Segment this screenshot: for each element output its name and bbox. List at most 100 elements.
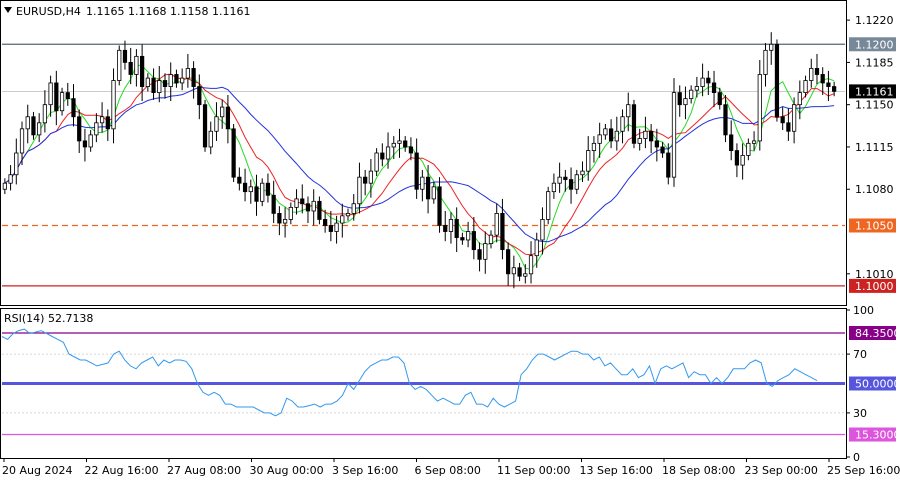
candle[interactable]	[59, 87, 65, 116]
candle[interactable]	[826, 70, 831, 102]
candle[interactable]	[202, 99, 208, 152]
candle[interactable]	[746, 138, 751, 161]
candle[interactable]	[248, 179, 253, 204]
candle[interactable]	[700, 63, 705, 97]
candle[interactable]	[220, 99, 225, 129]
candle[interactable]	[242, 168, 248, 202]
candle[interactable]	[300, 184, 305, 214]
candle[interactable]	[780, 107, 785, 131]
candle[interactable]	[134, 49, 139, 87]
candle[interactable]	[25, 104, 30, 144]
candle[interactable]	[540, 207, 545, 255]
candle[interactable]	[48, 75, 53, 117]
candle[interactable]	[391, 136, 396, 160]
candle[interactable]	[265, 173, 271, 203]
candle[interactable]	[317, 196, 322, 225]
candle[interactable]	[706, 70, 711, 96]
candle[interactable]	[546, 186, 551, 225]
candle[interactable]	[660, 142, 665, 158]
candle[interactable]	[88, 130, 93, 152]
candle[interactable]	[237, 167, 242, 191]
candle[interactable]	[517, 262, 522, 282]
candle[interactable]	[288, 202, 293, 225]
candle[interactable]	[523, 264, 528, 284]
candle[interactable]	[323, 209, 328, 233]
candle[interactable]	[649, 124, 654, 153]
candle[interactable]	[2, 178, 7, 195]
candle[interactable]	[809, 58, 814, 88]
candle[interactable]	[791, 97, 797, 144]
candle[interactable]	[197, 74, 202, 120]
candle[interactable]	[832, 81, 837, 97]
main-pane[interactable]	[0, 0, 847, 306]
candle[interactable]	[654, 128, 659, 162]
candle[interactable]	[191, 61, 196, 99]
candle[interactable]	[294, 189, 299, 215]
candle[interactable]	[174, 69, 179, 88]
candle[interactable]	[614, 116, 619, 151]
candle[interactable]	[42, 90, 48, 133]
candle[interactable]	[717, 87, 722, 110]
candle[interactable]	[140, 44, 145, 102]
candle[interactable]	[711, 70, 717, 108]
candle[interactable]	[260, 178, 265, 207]
candle[interactable]	[448, 212, 454, 244]
candle[interactable]	[185, 53, 190, 88]
candle[interactable]	[345, 208, 351, 221]
candle[interactable]	[494, 203, 499, 243]
candle[interactable]	[528, 241, 534, 284]
candle[interactable]	[157, 66, 162, 103]
candle[interactable]	[671, 78, 677, 187]
candle[interactable]	[803, 75, 808, 98]
candle[interactable]	[214, 102, 219, 141]
candle[interactable]	[637, 128, 642, 151]
candle[interactable]	[580, 161, 585, 182]
candle[interactable]	[740, 143, 745, 180]
candle[interactable]	[151, 68, 156, 100]
candle[interactable]	[723, 95, 728, 143]
candle[interactable]	[763, 43, 768, 87]
candle[interactable]	[65, 82, 70, 106]
candle[interactable]	[643, 116, 648, 149]
candle[interactable]	[340, 203, 345, 238]
candle[interactable]	[751, 131, 757, 151]
candle[interactable]	[454, 207, 459, 253]
candle[interactable]	[14, 138, 19, 185]
candle[interactable]	[77, 109, 82, 153]
candle[interactable]	[54, 70, 59, 126]
candle[interactable]	[431, 181, 436, 204]
candle[interactable]	[277, 206, 282, 236]
candle[interactable]	[180, 68, 185, 91]
candle[interactable]	[94, 113, 99, 143]
candle[interactable]	[82, 128, 88, 162]
candle[interactable]	[305, 196, 311, 224]
candle[interactable]	[128, 47, 133, 85]
candle[interactable]	[374, 148, 379, 176]
candle[interactable]	[557, 162, 562, 193]
candle[interactable]	[363, 169, 368, 196]
candle[interactable]	[380, 143, 385, 167]
candle[interactable]	[111, 68, 116, 144]
candle[interactable]	[774, 39, 780, 122]
candle[interactable]	[814, 53, 820, 85]
candle[interactable]	[385, 132, 391, 169]
candle[interactable]	[591, 136, 597, 163]
candle[interactable]	[99, 102, 105, 133]
candle[interactable]	[483, 231, 488, 274]
candle[interactable]	[666, 143, 671, 185]
candle[interactable]	[328, 210, 333, 242]
candle[interactable]	[368, 159, 374, 198]
candle[interactable]	[465, 221, 471, 248]
candle[interactable]	[282, 207, 288, 238]
candle[interactable]	[254, 174, 259, 216]
candle[interactable]	[506, 242, 511, 286]
candle[interactable]	[574, 169, 579, 195]
candle[interactable]	[534, 232, 539, 268]
candle[interactable]	[769, 32, 774, 65]
candle[interactable]	[408, 137, 414, 161]
candle[interactable]	[397, 128, 402, 158]
candle[interactable]	[631, 99, 637, 149]
candle[interactable]	[37, 113, 42, 143]
candle[interactable]	[403, 136, 408, 152]
candle[interactable]	[414, 138, 419, 199]
